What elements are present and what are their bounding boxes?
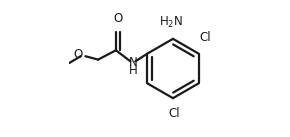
Text: Cl: Cl bbox=[200, 31, 211, 44]
Text: H: H bbox=[128, 64, 137, 77]
Text: H$_2$N: H$_2$N bbox=[159, 14, 183, 29]
Text: O: O bbox=[74, 48, 83, 61]
Text: Cl: Cl bbox=[168, 108, 180, 120]
Text: O: O bbox=[113, 12, 122, 25]
Text: N: N bbox=[128, 56, 137, 69]
